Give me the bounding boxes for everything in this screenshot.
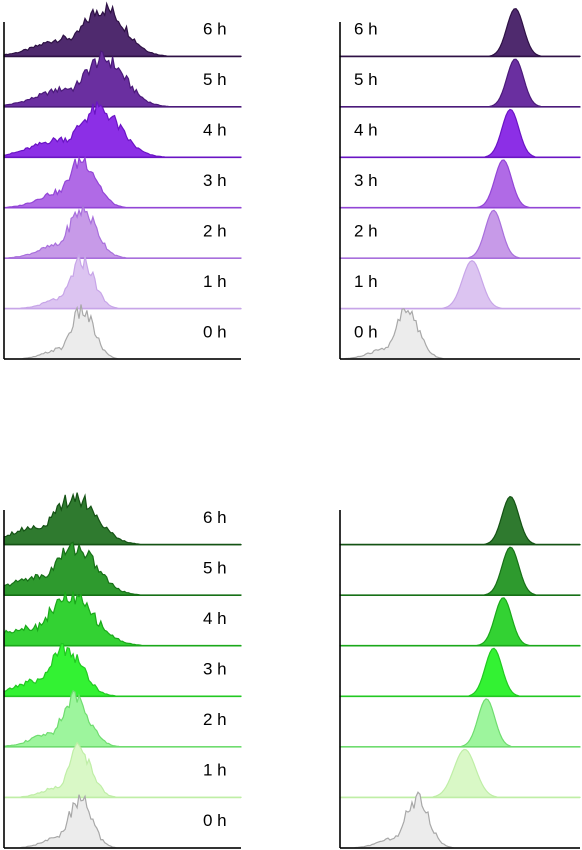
timepoint-label: 2 h bbox=[203, 710, 227, 729]
timepoint-label: 1 h bbox=[354, 272, 378, 291]
timepoint-label: 6 h bbox=[203, 508, 227, 527]
panel-bottom-left: 6 h 5 h 4 h 3 h 2 h 1 h 0 h bbox=[3, 492, 242, 849]
timepoint-label: 0 h bbox=[203, 322, 227, 341]
timepoint-label: 3 h bbox=[203, 171, 227, 190]
histogram-3h bbox=[339, 647, 581, 697]
timepoint-label: 3 h bbox=[203, 659, 227, 678]
histogram-6h bbox=[339, 495, 581, 546]
timepoint-label: 0 h bbox=[203, 811, 227, 830]
timepoint-label: 4 h bbox=[203, 609, 227, 628]
timepoint-label: 4 h bbox=[354, 121, 378, 140]
timepoint-label: 4 h bbox=[203, 121, 227, 140]
timepoint-label: 5 h bbox=[203, 558, 227, 577]
histogram-4h bbox=[339, 597, 581, 647]
timepoint-label: 0 h bbox=[354, 322, 378, 341]
timepoint-label: 1 h bbox=[203, 272, 227, 291]
histogram-2h bbox=[339, 698, 581, 748]
histogram-5h bbox=[339, 546, 581, 596]
timepoint-label: 6 h bbox=[354, 20, 378, 39]
panel-bottom-right bbox=[339, 495, 581, 849]
timepoint-label: 3 h bbox=[354, 171, 378, 190]
timepoint-label: 1 h bbox=[203, 761, 227, 780]
histogram-0h bbox=[340, 791, 580, 849]
timepoint-label: 2 h bbox=[354, 221, 378, 240]
panel-top-left: 6 h 5 h 4 h 3 h 2 h 1 h 0 h bbox=[3, 1, 242, 360]
timepoint-label: 6 h bbox=[203, 20, 227, 39]
panel-top-right: 6 h 5 h 4 h 3 h 2 h 1 h 0 h bbox=[339, 8, 581, 360]
timepoint-label: 5 h bbox=[354, 70, 378, 89]
timepoint-label: 2 h bbox=[203, 221, 227, 240]
timepoint-label: 5 h bbox=[203, 70, 227, 89]
histogram-1h bbox=[339, 748, 581, 799]
